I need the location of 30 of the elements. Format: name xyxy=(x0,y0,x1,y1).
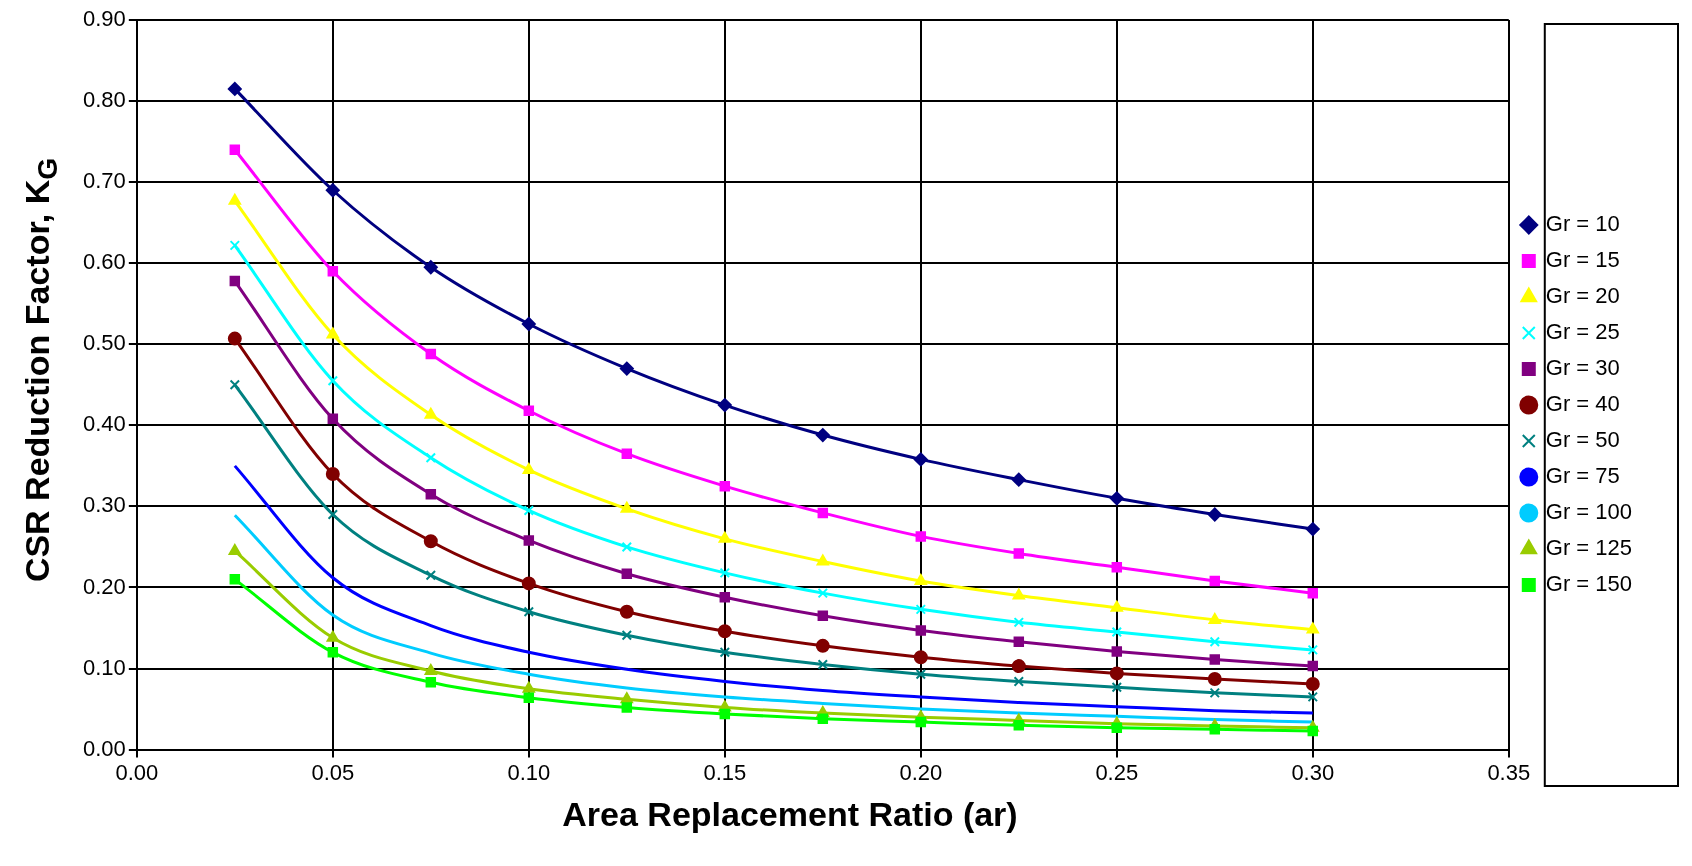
x-tick-label: 0.15 xyxy=(703,759,747,785)
y-tick-label: 0.40 xyxy=(82,411,126,437)
y-tick-label: 0.60 xyxy=(82,249,126,275)
x-tick-label: 0.25 xyxy=(1095,759,1139,785)
y-tick-label: 0.80 xyxy=(82,87,126,113)
x-tick-label: 0.00 xyxy=(115,759,159,785)
legend-label: Gr = 15 xyxy=(1545,247,1620,273)
y-tick-label: 0.90 xyxy=(82,6,126,32)
y-tick-label: 0.70 xyxy=(82,168,126,194)
legend-label: Gr = 150 xyxy=(1545,571,1632,597)
x-axis-title: Area Replacement Ratio (ar) xyxy=(561,795,1019,834)
y-tick-label: 0.00 xyxy=(82,735,126,761)
y-tick-label: 0.30 xyxy=(82,492,126,518)
x-tick-label: 0.05 xyxy=(311,759,355,785)
x-tick-label: 0.35 xyxy=(1487,759,1531,785)
y-tick-label: 0.20 xyxy=(82,573,126,599)
x-tick-label: 0.20 xyxy=(899,759,943,785)
legend-label: Gr = 25 xyxy=(1545,319,1620,345)
legend-label: Gr = 100 xyxy=(1545,499,1632,525)
legend-label: Gr = 30 xyxy=(1545,355,1620,381)
legend-label: Gr = 125 xyxy=(1545,535,1632,561)
legend-label: Gr = 40 xyxy=(1545,391,1620,417)
legend-label: Gr = 10 xyxy=(1545,211,1620,237)
x-tick-label: 0.30 xyxy=(1291,759,1335,785)
legend-label: Gr = 75 xyxy=(1545,463,1620,489)
x-tick-label: 0.10 xyxy=(507,759,551,785)
y-tick-label: 0.10 xyxy=(82,654,126,680)
y-tick-label: 0.50 xyxy=(82,330,126,356)
legend-label: Gr = 50 xyxy=(1545,427,1620,453)
legend-label: Gr = 20 xyxy=(1545,283,1620,309)
